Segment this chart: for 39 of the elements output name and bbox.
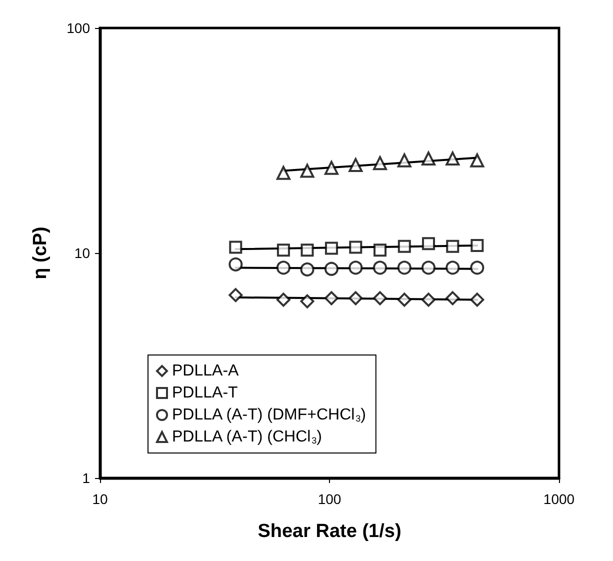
point — [373, 260, 388, 275]
x-tick-label: 100 — [318, 491, 342, 507]
point — [422, 292, 436, 307]
point — [397, 292, 412, 307]
point — [348, 260, 363, 275]
legend-label: PDLLA-A — [172, 362, 240, 380]
x-axis-title: Shear Rate (1/s) — [258, 521, 402, 542]
point — [348, 291, 363, 306]
point — [446, 291, 460, 306]
legend-label: PDLLA-T — [172, 384, 238, 402]
point — [276, 244, 290, 257]
point — [422, 237, 435, 250]
point — [300, 262, 314, 276]
point — [397, 260, 412, 275]
point — [300, 294, 314, 308]
point — [422, 260, 436, 275]
point — [446, 260, 460, 275]
legend-label: PDLLA (A-T) (DMF+CHCl3) — [172, 406, 366, 424]
y-tick-label: 100 — [66, 20, 90, 36]
point — [446, 240, 460, 253]
point — [324, 262, 338, 276]
y-tick-label: 1 — [82, 470, 90, 486]
point — [373, 291, 388, 306]
point — [470, 238, 484, 252]
point — [276, 292, 290, 307]
point — [470, 292, 484, 307]
point — [470, 260, 484, 275]
point — [349, 240, 362, 254]
point — [276, 260, 290, 275]
x-tick-label: 1000 — [543, 491, 575, 507]
point — [324, 242, 338, 255]
legend-label: PDLLA (A-T) (CHCl3) — [172, 428, 322, 446]
point — [324, 291, 338, 306]
point — [398, 240, 411, 253]
point — [374, 244, 387, 257]
y-tick-label: 10 — [74, 245, 90, 261]
y-axis-title: η (cP) — [30, 226, 51, 280]
x-tick-label: 10 — [92, 491, 108, 507]
point — [300, 244, 314, 257]
